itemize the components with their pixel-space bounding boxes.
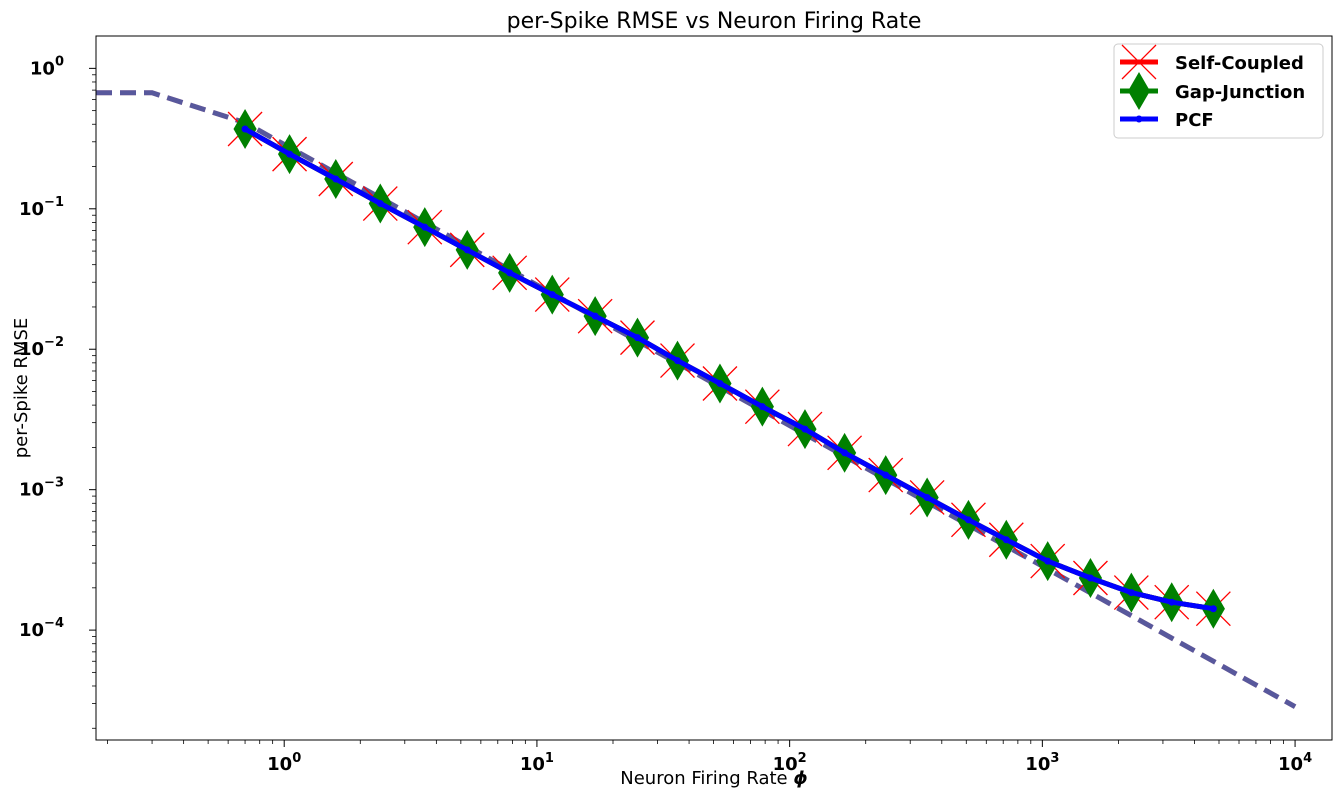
pcf-point: [716, 380, 724, 388]
y-tick-label: 10−4: [19, 616, 64, 641]
reference-line: [96, 90, 1297, 709]
reference-line-red: [96, 90, 1297, 709]
pcf-point: [633, 334, 641, 342]
pcf-point: [1044, 557, 1052, 565]
legend-marker-pcf: [1135, 115, 1143, 123]
pcf-point: [1168, 598, 1176, 606]
pcf-point: [376, 200, 384, 208]
y-tick-label: 10−3: [19, 476, 64, 501]
legend-label-pcf: PCF: [1175, 110, 1214, 131]
x-axis: 100 101 102 103 104: [107, 740, 1312, 775]
pcf-point: [591, 312, 599, 320]
pcf-point: [758, 403, 766, 411]
pcf-point: [548, 291, 556, 299]
pcf-point: [882, 471, 890, 479]
pcf-point: [463, 246, 471, 254]
y-axis: 100 10−1 10−2 10−3 10−4: [19, 54, 96, 729]
pcf-point: [421, 223, 429, 231]
pcf-point: [1209, 605, 1217, 613]
plot-area: [96, 90, 1297, 709]
legend: Self-Coupled Gap-Junction PCF: [1113, 43, 1324, 139]
pcf-point: [286, 150, 294, 158]
x-tick-label: 104: [1278, 751, 1312, 775]
y-tick-label: 100: [30, 54, 64, 79]
pcf-point: [332, 175, 340, 183]
x-tick-label: 102: [773, 751, 807, 775]
pcf-point: [674, 357, 682, 365]
pcf-point: [241, 125, 249, 133]
legend-label-gap-junction: Gap-Junction: [1175, 82, 1305, 103]
x-tick-label: 101: [520, 751, 554, 775]
pcf-point: [1127, 589, 1135, 597]
pcf-point: [964, 516, 972, 524]
legend-marker-self-coupled: [1121, 44, 1157, 80]
y-axis-label: per-Spike RMSE: [11, 318, 32, 459]
y-tick-label: 10−1: [19, 195, 64, 220]
series-line-pcf: [243, 126, 1214, 612]
legend-marker-gap-junction: [1128, 72, 1150, 110]
legend-box: [1113, 43, 1324, 139]
pcf-point: [801, 425, 809, 433]
plot-frame: [95, 35, 1333, 741]
legend-label-self-coupled: Self-Coupled: [1175, 53, 1304, 74]
pcf-point: [506, 269, 514, 277]
x-axis-label-text: Neuron Firing Rate: [620, 768, 787, 789]
pcf-point: [1002, 536, 1010, 544]
x-axis-label-symbol: ϕ: [793, 768, 807, 789]
pcf-point: [841, 449, 849, 457]
pcf-point: [923, 493, 931, 501]
y-tick-label: 10−2: [19, 335, 64, 360]
pcf-point: [1086, 574, 1094, 582]
chart-title: per-Spike RMSE vs Neuron Firing Rate: [507, 9, 922, 34]
x-axis-label: Neuron Firing Rate ϕ: [620, 768, 807, 789]
x-tick-label: 100: [267, 751, 301, 775]
x-tick-label: 103: [1025, 751, 1059, 775]
